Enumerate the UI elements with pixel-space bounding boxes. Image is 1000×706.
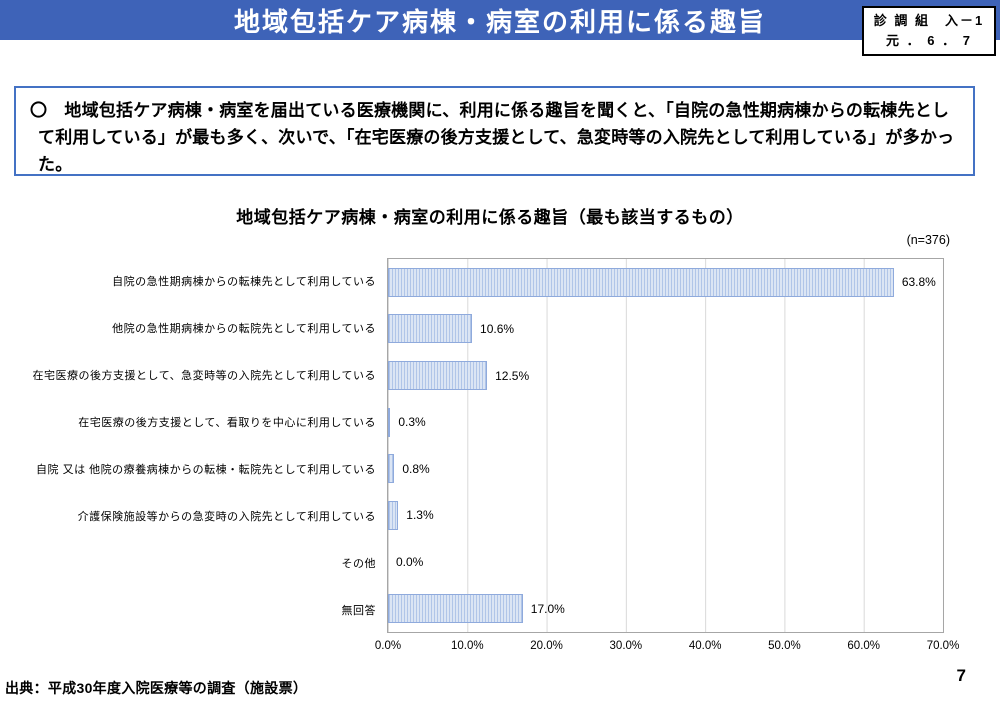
category-label: 自院の急性期病棟からの転棟先として利用している [112,276,376,289]
bar-value-label: 0.8% [402,461,430,476]
bar-value-label: 12.5% [495,368,530,383]
x-axis-tick-label: 0.0% [374,640,402,652]
summary-text: 〇 地域包括ケア病棟・病室を届出ている医療機関に、利用に係る趣旨を聞くと、「自院… [30,101,955,175]
x-axis-tick-label: 70.0% [926,640,960,652]
category-label: 介護保険施設等からの急変時の入院先として利用している [77,510,376,523]
bar-value-label: 17.0% [530,601,565,616]
bar-value-label: 1.3% [406,508,434,523]
x-axis-tick-label: 10.0% [450,640,484,652]
bar-value-label: 0.3% [398,415,426,430]
bar [388,267,894,297]
reference-number-box: 診 調 組 入－1 元 ． 6 ． 7 [862,6,996,56]
bar-value-label: 10.6% [480,321,515,336]
reference-line-1: 診 調 組 入－1 [873,13,985,29]
bar [388,500,399,530]
slide-title-bar: 地域包括ケア病棟・病室の利用に係る趣旨 [0,0,1000,40]
bar-value-label: 0.0% [396,555,424,570]
summary-box: 〇 地域包括ケア病棟・病室を届出ている医療機関に、利用に係る趣旨を聞くと、「自院… [14,86,975,176]
category-axis-labels: 自院の急性期病棟からの転棟先として利用している 他院の急性期病棟からの転院先として… [0,258,381,633]
source-note: 出典：平成30年度入院医療等の調査（施設票） [5,680,308,696]
page-title: 地域包括ケア病棟・病室の利用に係る趣旨 [233,6,766,37]
x-axis-tick-label: 30.0% [609,640,643,652]
chart-title: 地域包括ケア病棟・病室の利用に係る趣旨（最も該当するもの） [236,208,744,227]
sample-size-label: (n=376) [906,233,950,247]
bar [388,361,488,391]
reference-line-2: 元 ． 6 ． 7 [886,33,972,49]
bar [388,407,391,437]
category-label: 他院の急性期病棟からの転院先として利用している [112,323,376,336]
category-label: 在宅医療の後方支援として、急変時等の入院先として利用している [32,370,376,383]
x-axis-tick-label: 60.0% [847,640,881,652]
bar [388,314,473,344]
category-label: 無回答 [341,604,376,617]
category-label: 在宅医療の後方支援として、看取りを中心に利用している [78,417,376,430]
bar [388,454,395,484]
page-number: 7 [956,666,966,685]
x-axis-tick-label: 40.0% [688,640,722,652]
category-label: 自院 又は 他院の療養病棟からの転棟・転院先として利用している [36,463,376,476]
category-label: その他 [341,557,376,570]
x-axis: 0.0% 10.0% 20.0% 30.0% 40.0% 50.0% 60.0% 70.0% [375,640,959,656]
bar [388,594,523,624]
plot-area: 63.8% 10.6% 12.5% 0.3% 0.8% 1.3% 0.0% 17.0% [387,258,944,633]
x-axis-tick-label: 50.0% [768,640,801,652]
bar-value-label: 63.8% [901,275,936,290]
x-axis-tick-label: 20.0% [530,640,563,652]
